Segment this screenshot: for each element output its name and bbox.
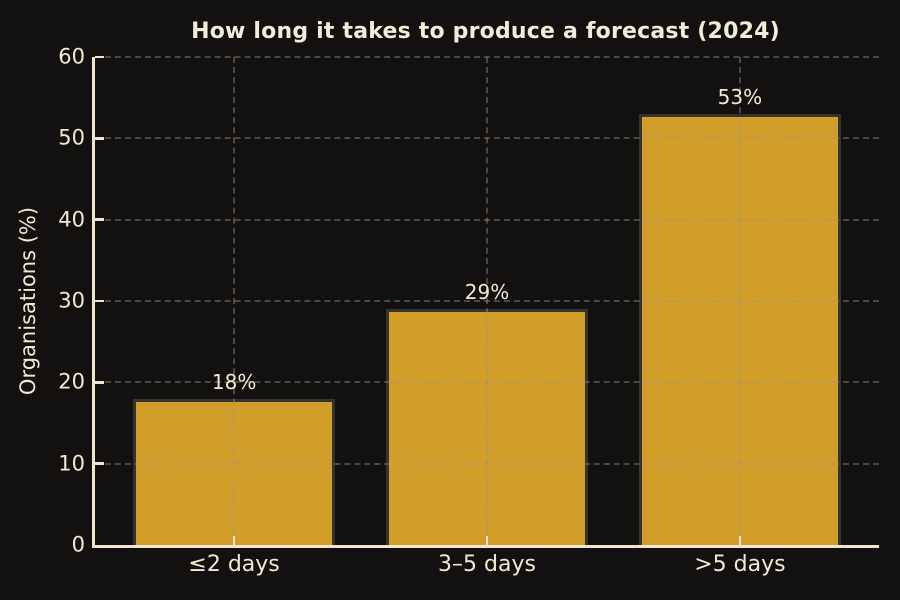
ytick-label-5: 50 (58, 125, 85, 150)
gridline-horizontal (95, 137, 879, 140)
bar-value-label-2: 53% (717, 84, 763, 109)
gridline-vertical (738, 57, 741, 545)
y-tick-mark (95, 299, 104, 303)
xtick-label-2: >5 days (694, 552, 786, 577)
ytick-label-6: 60 (58, 44, 85, 69)
bar-value-label-0: 18% (211, 369, 257, 394)
ytick-label-0: 0 (71, 532, 85, 557)
bar-value-label-1: 29% (464, 280, 510, 305)
gridline-horizontal (95, 218, 879, 221)
x-tick-mark (232, 536, 236, 545)
gridline-vertical (233, 57, 236, 545)
y-tick-mark (95, 462, 104, 465)
bar-le2-days (132, 398, 336, 545)
y-tick-mark (95, 55, 104, 59)
gridline-vertical (486, 57, 488, 545)
x-tick-mark (738, 536, 742, 545)
ytick-label-4: 40 (58, 207, 85, 232)
x-tick-mark (485, 536, 489, 545)
chart-title: How long it takes to produce a forecast … (191, 19, 780, 44)
xtick-label-1: 3–5 days (438, 552, 536, 577)
gridline-horizontal (95, 300, 879, 302)
ytick-label-2: 20 (58, 369, 85, 394)
y-axis-label: Organisations (%) (16, 206, 40, 396)
gridline-horizontal (95, 381, 879, 384)
gridline-horizontal (95, 462, 879, 465)
y-tick-mark (95, 218, 104, 221)
xtick-label-0: ≤2 days (188, 552, 280, 577)
y-tick-mark (95, 137, 104, 140)
ytick-label-1: 10 (58, 451, 85, 476)
plot-area: 18% 29% 53% (92, 55, 879, 548)
ytick-label-3: 30 (58, 288, 85, 313)
gridline-horizontal (95, 56, 879, 58)
bar-gt5-days (638, 113, 842, 545)
bar-3-5-days (385, 309, 589, 545)
y-tick-mark (95, 381, 104, 384)
